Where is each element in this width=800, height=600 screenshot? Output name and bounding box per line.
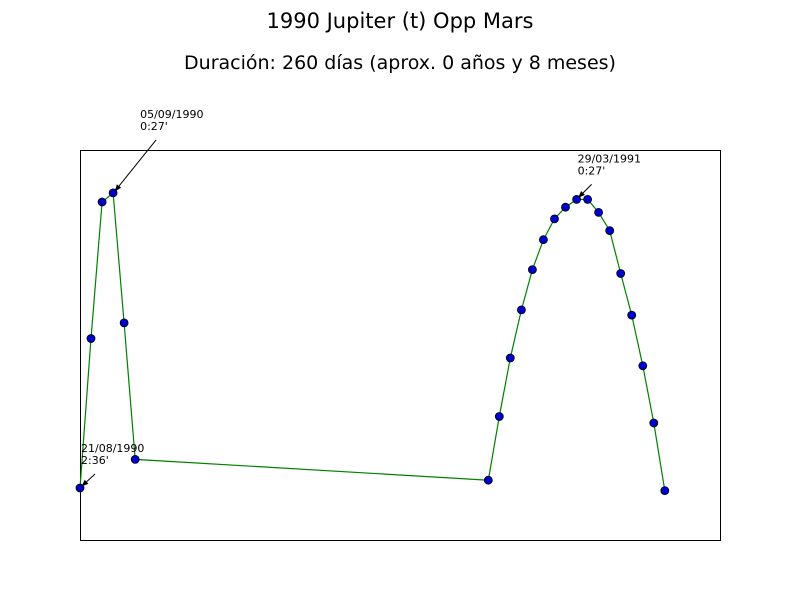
data-point <box>583 194 592 204</box>
data-point <box>594 207 603 217</box>
data-point <box>86 334 96 343</box>
data-point <box>505 353 515 363</box>
data-point <box>649 418 659 428</box>
series-line <box>79 191 666 491</box>
data-point <box>660 486 670 496</box>
series-layer <box>79 191 666 491</box>
data-point <box>494 412 504 421</box>
data-point <box>517 305 526 315</box>
annotation-date: 29/03/1991 <box>578 152 641 165</box>
data-point <box>130 454 140 464</box>
data-point <box>550 214 559 224</box>
annotation-value: 0:27' <box>578 164 606 177</box>
annotation-arrow <box>81 473 96 487</box>
data-point <box>561 202 570 212</box>
annotation-date: 05/09/1990 <box>140 108 203 121</box>
annotation-arrow <box>114 139 157 192</box>
annotation-layer: 21/08/19902:36'05/09/19900:27'29/03/1991… <box>81 108 641 487</box>
chart-title: 1990 Jupiter (t) Opp Mars <box>267 9 534 33</box>
data-point <box>539 235 548 245</box>
data-point <box>97 197 107 207</box>
data-point <box>616 269 626 278</box>
plot-frame <box>80 150 721 541</box>
data-point <box>483 475 493 485</box>
annotation-date: 21/08/1990 <box>81 442 144 455</box>
data-point <box>528 265 537 275</box>
annotation-value: 0:27' <box>140 120 168 133</box>
chart-subtitle: Duración: 260 días (aprox. 0 años y 8 me… <box>184 52 616 74</box>
data-point <box>627 310 637 320</box>
data-point <box>605 226 615 236</box>
marker-layer <box>75 188 670 496</box>
annotation-value: 2:36' <box>81 454 109 467</box>
annotation-arrow <box>578 184 592 198</box>
data-point <box>119 318 129 328</box>
data-point <box>638 361 648 371</box>
